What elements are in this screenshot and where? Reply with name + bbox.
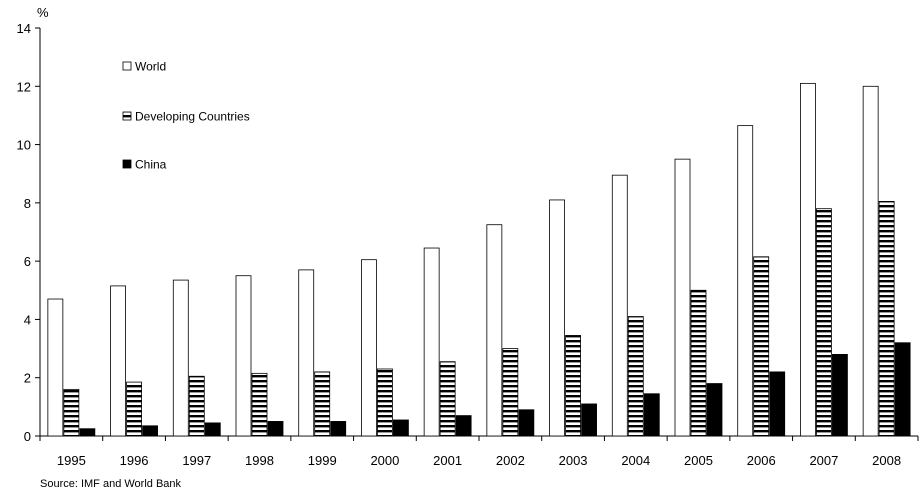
bar-world — [674, 158, 691, 437]
y-tick-label: 8 — [24, 196, 31, 211]
y-tick-label: 6 — [24, 254, 31, 269]
bar-developing-countries — [627, 316, 644, 437]
source-note: Source: IMF and World Bank — [40, 478, 182, 490]
bar-china — [832, 353, 848, 437]
axes: % 0 2 4 6 8 10 12 14 1995 1996 1997 1998 1999 2000 2001… — [17, 5, 919, 468]
bar-world — [298, 269, 315, 437]
bar-world — [110, 285, 126, 437]
bar-world — [737, 125, 754, 437]
bar-china — [518, 409, 535, 437]
bar-world — [235, 275, 252, 437]
bar-china — [267, 421, 284, 437]
bar-developing-countries — [377, 368, 393, 437]
bar-world — [862, 85, 879, 437]
x-tick-label: 2004 — [621, 453, 650, 468]
x-tick-label: 1997 — [182, 453, 211, 468]
x-tick-label: 2006 — [747, 453, 776, 468]
bar-china — [581, 403, 597, 437]
bar-developing-countries — [878, 200, 895, 437]
legend-china-swatch — [122, 159, 132, 169]
bar-developing-countries — [126, 381, 142, 437]
y-unit-label: % — [37, 5, 49, 20]
y-tick-label: 12 — [17, 79, 31, 94]
x-tick-label: 1996 — [120, 453, 149, 468]
bar-developing-countries — [63, 388, 80, 437]
bar-world — [549, 199, 565, 437]
bar-developing-countries — [439, 361, 456, 437]
bar-world — [423, 247, 440, 437]
bar-developing-countries — [251, 372, 268, 437]
x-tick-label: 1995 — [57, 453, 86, 468]
bar-china — [393, 419, 409, 437]
bar-china — [204, 422, 221, 437]
x-tick-label: 2002 — [496, 453, 525, 468]
bar-china — [706, 383, 723, 437]
bar-world — [361, 259, 377, 437]
bar-china — [79, 428, 96, 437]
bar-developing-countries — [314, 371, 331, 437]
legend-world-label: World — [135, 60, 166, 74]
x-tick-label: 1999 — [308, 453, 337, 468]
legend-developing-countries-label: Developing Countries — [135, 110, 250, 124]
bar-world — [611, 174, 628, 437]
y-tick-label: 2 — [24, 371, 31, 386]
x-tick-label: 1998 — [245, 453, 274, 468]
bar-world — [172, 279, 189, 437]
x-tick-label: 2003 — [559, 453, 588, 468]
x-tick-label: 2005 — [684, 453, 713, 468]
bar-developing-countries — [816, 208, 832, 437]
legend-china-label: China — [135, 158, 167, 172]
bars — [47, 82, 911, 437]
bar-developing-countries — [753, 256, 770, 437]
x-tick-label: 2001 — [433, 453, 462, 468]
bar-china — [330, 421, 347, 437]
legend-developing-countries-swatch — [122, 111, 132, 121]
x-tick-label: 2008 — [872, 453, 901, 468]
bar-world — [486, 224, 503, 437]
legend: World Developing Countries China — [122, 60, 250, 172]
x-tick-label: 2007 — [809, 453, 838, 468]
y-tick-label: 10 — [17, 138, 31, 153]
bar-developing-countries — [565, 335, 581, 437]
bar-china — [455, 415, 472, 437]
bar-world — [800, 82, 816, 437]
bar-china — [894, 342, 911, 437]
x-tick-label: 2000 — [370, 453, 399, 468]
bar-china — [769, 371, 786, 437]
bar-developing-countries — [502, 348, 519, 437]
y-tick-label: 4 — [24, 312, 31, 327]
y-tick-label: 0 — [24, 429, 31, 444]
bar-developing-countries — [690, 289, 707, 437]
bar-china — [643, 393, 660, 437]
bar-china — [142, 425, 158, 437]
bar-developing-countries — [188, 375, 205, 437]
bar-world — [47, 298, 64, 437]
y-tick-label: 14 — [17, 21, 31, 36]
legend-world-swatch — [122, 61, 132, 71]
